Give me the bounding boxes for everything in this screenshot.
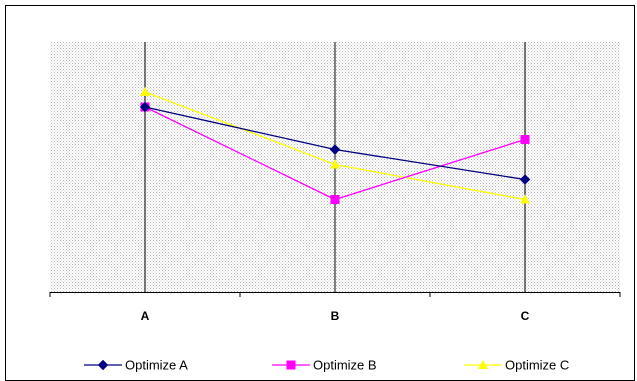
series-optimize-a — [139, 101, 531, 185]
legend-item-optimize-a: Optimize A — [84, 358, 188, 373]
legend-marker-optimize-a — [97, 359, 109, 371]
legend-item-optimize-c: Optimize C — [464, 358, 569, 373]
legend-label: Optimize A — [125, 358, 188, 373]
legend: Optimize A Optimize B Optimize C — [84, 358, 569, 373]
legend-label: Optimize C — [505, 358, 569, 373]
data-point-optimize-a-B — [329, 144, 341, 155]
series — [139, 87, 531, 204]
legend-label: Optimize B — [313, 358, 377, 373]
legend-marker-optimize-c — [478, 360, 488, 369]
data-point-optimize-c-B — [330, 159, 340, 169]
data-point-optimize-b-B — [330, 195, 340, 204]
legend-marker-optimize-b — [286, 360, 296, 370]
data-point-optimize-a-C — [519, 174, 531, 185]
legend-item-optimize-b: Optimize B — [272, 358, 377, 373]
x-axis — [49, 292, 621, 297]
category-labels: A B C — [141, 309, 530, 323]
data-point-optimize-c-C — [520, 194, 530, 204]
category-label-B: B — [331, 309, 340, 323]
data-point-optimize-b-C — [520, 135, 530, 144]
category-label-C: C — [521, 309, 530, 323]
data-point-optimize-a-A — [139, 101, 151, 113]
category-label-A: A — [141, 309, 150, 323]
data-point-optimize-c-A — [140, 87, 150, 96]
series-optimize-c — [140, 87, 530, 204]
